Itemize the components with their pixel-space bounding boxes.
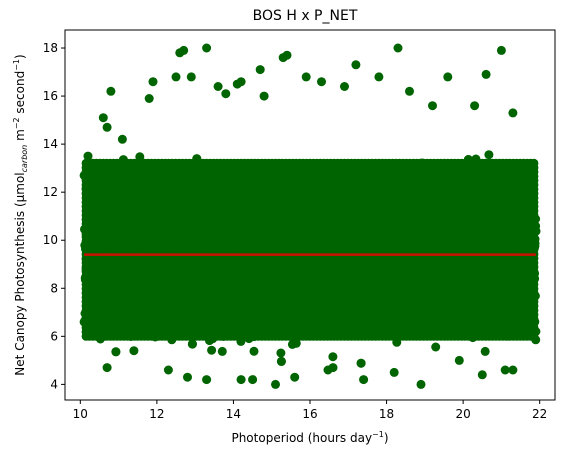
scatter-point xyxy=(187,339,197,349)
scatter-points xyxy=(79,43,541,389)
scatter-point xyxy=(276,348,286,358)
scatter-point xyxy=(207,345,217,355)
scatter-point xyxy=(287,339,297,349)
scatter-point xyxy=(111,347,121,357)
scatter-point xyxy=(328,352,338,362)
scatter-point xyxy=(217,346,227,356)
scatter-point xyxy=(249,346,259,356)
scatter-point xyxy=(484,150,494,160)
scatter-point xyxy=(276,356,286,366)
chart-title: BOS H x P_NET xyxy=(253,8,358,24)
scatter-point xyxy=(356,358,366,368)
scatter-point xyxy=(431,342,441,352)
scatter-point xyxy=(480,346,490,356)
